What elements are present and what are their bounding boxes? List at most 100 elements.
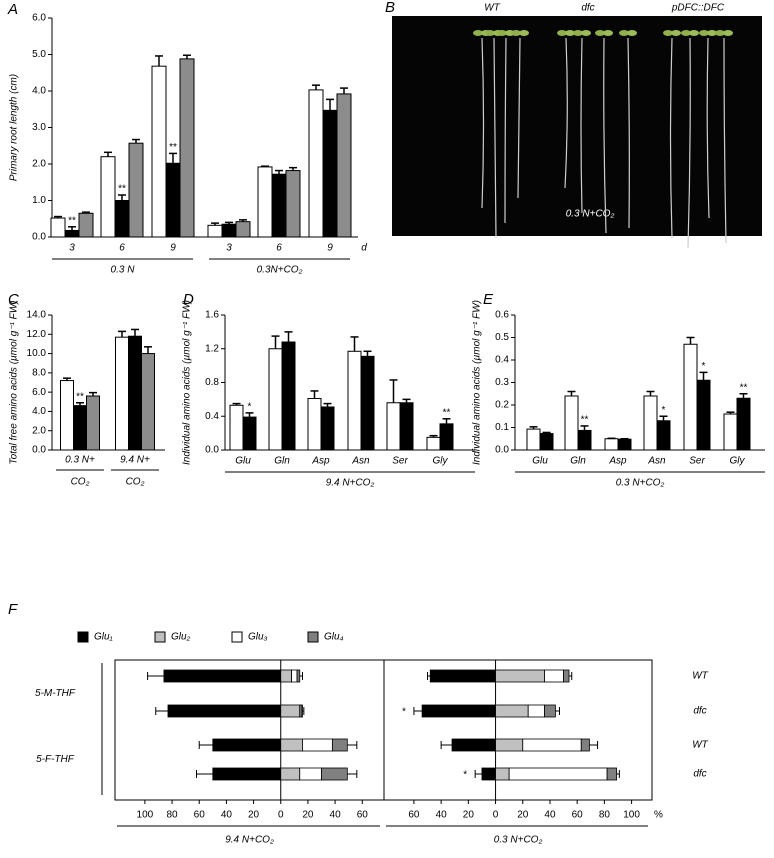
row-label: WT [692,671,708,682]
bar-segment [495,704,529,718]
x-tick-label: 20 [248,810,260,821]
bar [308,89,324,238]
bar [115,336,129,451]
seedling-root [580,37,583,214]
legend-swatch [231,631,243,643]
bar-segment [508,767,608,781]
panel-letter: A [7,1,18,18]
x-tick-label: 0 [278,810,284,821]
seedling-root [481,37,485,209]
bar-segment [167,704,282,718]
photo-label: pDFC::DFC [671,3,725,14]
y-tick-label: 0.0 [495,445,509,456]
y-tick-label: 0.4 [205,411,219,422]
bar [141,353,155,451]
bar-segment [580,738,590,752]
bar-segment [302,738,333,752]
bar [285,170,301,238]
seedling-leaf [671,30,681,36]
seedling-leaf [627,30,637,36]
y-tick-label: 0.8 [205,377,219,388]
photo-label: dfc [581,3,594,14]
bar [257,166,273,238]
seedling-root [493,37,497,239]
legend-label: Glu₃ [248,632,268,643]
bar-segment [291,669,298,683]
bar-segment [563,669,570,683]
bar [50,217,66,238]
x-tick-label: Asn [351,456,370,467]
row-label: dfc [693,706,706,717]
significance: ** [169,142,177,153]
bar [60,380,74,451]
bar-segment [451,738,496,752]
seedling-root [627,37,630,229]
significance: ** [581,415,589,426]
y-tick-label: 6.0 [32,387,46,398]
panel-letter: E [483,291,494,308]
seedling-leaf [663,30,673,36]
bar-segment [299,767,322,781]
bar [683,343,698,451]
x-tick-label: 100 [623,810,640,821]
group-label: 9.4 N+CO₂ [326,478,375,489]
seedling-root [603,37,607,234]
significance: * [463,770,467,781]
row-group-label: 5-F-THF [36,754,75,765]
significance: * [402,707,406,718]
seedling-leaf [595,30,605,36]
bar [386,402,401,451]
x-tick-label: CO₂ [71,477,90,488]
bar-segment [606,767,618,781]
x-tick-label: 9 [170,243,176,254]
bar [221,223,237,238]
bar [617,438,632,451]
significance: * [702,361,706,372]
bar-segment [429,669,496,683]
seedling-leaf [485,30,495,36]
seedling-root [517,37,521,199]
bar-segment [212,738,282,752]
legend-swatch [77,631,89,643]
seedling-leaf [557,30,567,36]
bar [114,200,130,238]
legend-swatch [307,631,319,643]
group-label: 0.3 N+CO₂ [494,835,543,846]
y-tick-label: 1.6 [205,310,219,321]
bar [643,395,658,451]
x-tick-label: 40 [544,810,556,821]
y-axis-label: Individual amino acids (µmol g⁻¹ FW) [182,300,193,465]
legend-label: Glu₄ [324,632,344,643]
significance: * [662,405,666,416]
x-tick-label: 9 [327,243,333,254]
bar [539,433,554,451]
x-tick-label: 100 [137,810,154,821]
bar [165,162,181,238]
bar [320,406,335,451]
bar [604,438,619,451]
seedling-root [723,37,727,244]
row-group-label: 5-M-THF [35,688,76,699]
seedling-leaf [473,30,483,36]
x-tick-label: Asp [311,456,330,467]
seedling-root [564,37,568,189]
x-tick-label: Ser [689,456,705,467]
bar-segment [481,767,496,781]
x-unit: d [361,243,367,254]
x-tick-label: 60 [572,810,584,821]
bar [347,350,362,451]
bar-segment [495,738,524,752]
bar-segment [296,669,301,683]
bar [656,420,671,451]
row-label: dfc [693,769,706,780]
bar [723,413,738,451]
x-tick-label: Gly [730,456,746,467]
group-label: 0.3 N [111,265,136,276]
y-tick-label: 5.0 [32,49,46,60]
bar [526,428,541,451]
bar [696,379,711,451]
seedling-leaf [573,30,583,36]
y-tick-label: 1.0 [32,195,46,206]
bar-segment [421,704,496,718]
bar-segment [495,767,510,781]
